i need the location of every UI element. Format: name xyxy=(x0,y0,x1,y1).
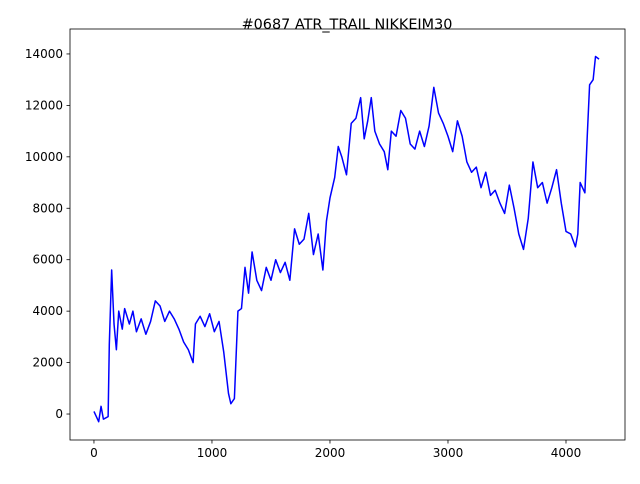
x-tick-label: 2000 xyxy=(315,446,346,460)
axes-frame xyxy=(69,28,626,441)
y-tick-label: 2000 xyxy=(32,356,63,370)
y-tick-label: 0 xyxy=(55,407,63,421)
line-series xyxy=(93,55,600,423)
x-tick-label: 3000 xyxy=(433,446,464,460)
y-tick-label: 10000 xyxy=(25,150,63,164)
y-tick-label: 8000 xyxy=(32,201,63,215)
y-tick-label: 12000 xyxy=(25,98,63,112)
y-tick-label: 6000 xyxy=(32,253,63,267)
x-tick-label: 4000 xyxy=(551,446,582,460)
x-tick-label: 1000 xyxy=(197,446,228,460)
x-tick-label: 0 xyxy=(90,446,98,460)
y-tick-label: 4000 xyxy=(32,304,63,318)
y-tick-label: 14000 xyxy=(25,47,63,61)
chart-title: #0687 ATR_TRAIL NIKKEIM30 xyxy=(242,17,453,33)
